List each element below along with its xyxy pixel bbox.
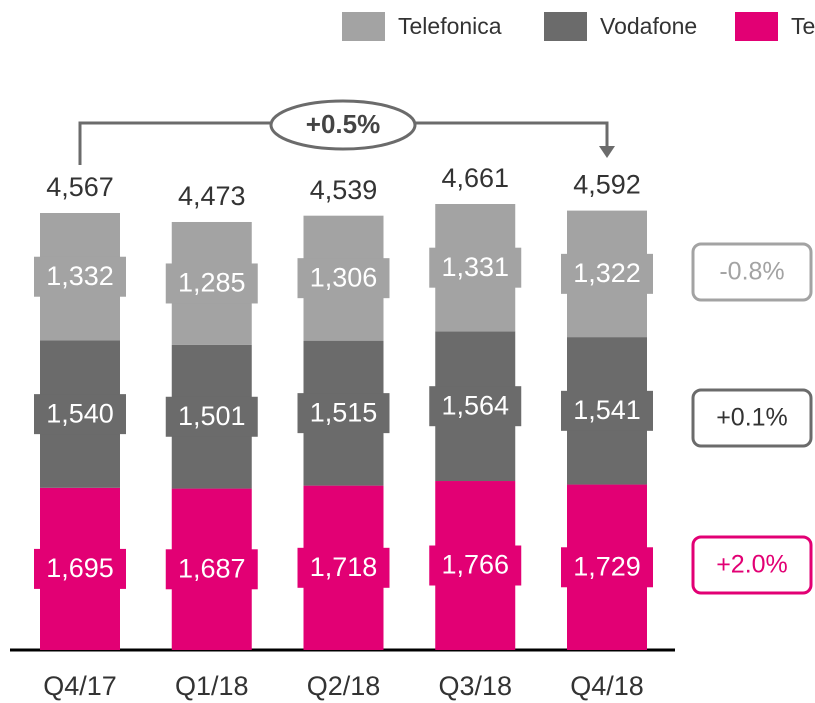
value-label-box xyxy=(34,394,126,435)
total-label: 4,567 xyxy=(46,172,114,202)
x-tick-label: Q2/18 xyxy=(307,671,381,701)
change-box xyxy=(691,535,813,595)
change-box xyxy=(691,242,813,302)
value-label: 1,695 xyxy=(46,553,114,583)
value-label-box xyxy=(297,547,390,588)
value-label-box xyxy=(165,263,258,304)
arrow-head xyxy=(599,146,615,158)
change-label: -0.8% xyxy=(719,258,784,286)
value-label-box xyxy=(561,390,653,431)
value-label-box xyxy=(297,258,390,299)
annotation-oval xyxy=(269,99,417,151)
value-label: 1,564 xyxy=(441,390,509,420)
x-tick-label: Q3/18 xyxy=(438,671,512,701)
value-label: 1,718 xyxy=(310,552,378,582)
value-label: 1,331 xyxy=(441,252,509,282)
value-label: 1,766 xyxy=(441,550,509,580)
total-label: 4,592 xyxy=(573,170,641,200)
total-label: 4,473 xyxy=(178,181,246,211)
legend-swatch xyxy=(735,12,778,41)
value-label-box xyxy=(561,547,653,588)
x-tick-label: Q4/17 xyxy=(43,671,117,701)
value-label-box xyxy=(429,247,522,288)
value-label: 1,515 xyxy=(310,397,378,427)
total-label: 4,539 xyxy=(310,175,378,205)
value-label-box xyxy=(34,548,126,589)
value-label-box xyxy=(165,549,258,590)
value-label-box xyxy=(561,253,653,294)
value-label: 1,541 xyxy=(573,395,641,425)
value-label: 1,322 xyxy=(573,258,641,288)
value-label: 1,540 xyxy=(46,398,114,428)
value-label: 1,285 xyxy=(178,268,246,298)
value-label: 1,729 xyxy=(573,551,641,581)
value-label-box xyxy=(297,393,390,434)
value-label: 1,332 xyxy=(46,261,114,291)
legend-swatch xyxy=(342,12,385,41)
change-label: +0.1% xyxy=(716,404,788,432)
legend-label: Te xyxy=(791,13,815,39)
value-label-box xyxy=(429,545,522,586)
value-label: 1,687 xyxy=(178,553,246,583)
legend-label: Telefonica xyxy=(398,13,502,39)
x-tick-label: Q1/18 xyxy=(175,671,249,701)
x-tick-label: Q4/18 xyxy=(570,671,644,701)
annotation: +0.5% xyxy=(306,109,380,139)
value-label-box xyxy=(429,386,522,427)
change-label: +2.0% xyxy=(716,551,788,579)
value-label-box xyxy=(165,396,258,437)
total-label: 4,661 xyxy=(441,163,509,193)
change-box xyxy=(691,388,813,448)
legend-swatch xyxy=(544,12,587,41)
value-label-box xyxy=(34,256,126,297)
value-label: 1,306 xyxy=(310,262,378,292)
legend-label: Vodafone xyxy=(600,13,697,39)
value-label: 1,501 xyxy=(178,401,246,431)
